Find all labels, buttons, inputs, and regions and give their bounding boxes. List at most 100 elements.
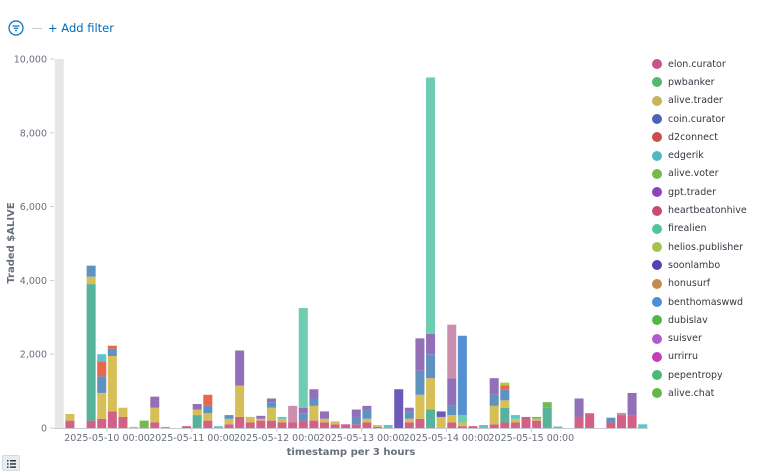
bar-segment-elon-curator[interactable] [118, 416, 128, 428]
bar-segment-alive-trader[interactable] [107, 356, 117, 412]
bar-segment-edgerik[interactable] [277, 416, 287, 419]
legend-item-elon-curator[interactable]: elon.curator [652, 55, 764, 73]
bar-segment-benthomaswwd[interactable] [457, 335, 467, 416]
bar-segment-gpt-trader[interactable] [150, 396, 160, 408]
bar-segment-elon-curator[interactable] [107, 411, 117, 428]
legend-item-pwbanker[interactable]: pwbanker [652, 73, 764, 91]
legend-item-soonlambo[interactable]: soonlambo [652, 256, 764, 274]
bar-segment-elon-curator[interactable] [373, 426, 383, 428]
bar-segment-elon-curator[interactable] [86, 420, 96, 428]
bar-segment-heartbeatonhive[interactable] [447, 324, 457, 379]
bar-segment-pwbanker[interactable] [192, 415, 202, 428]
bar-segment-edgerik[interactable] [213, 426, 223, 428]
legend-item-alive-voter[interactable]: alive.voter [652, 165, 764, 183]
bar-segment-helios-publisher[interactable] [500, 382, 510, 386]
bar-segment-firealien[interactable] [298, 308, 308, 408]
bar-segment-coin-curator[interactable] [447, 405, 457, 416]
bar-segment-elon-curator[interactable] [203, 420, 213, 428]
bar-segment-elon-curator[interactable] [457, 426, 467, 428]
bar-segment-elon-curator[interactable] [277, 422, 287, 428]
bar-segment-d2connect[interactable] [500, 385, 510, 390]
bar-segment-coin-curator[interactable] [309, 398, 319, 406]
bar-segment-gpt-trader[interactable] [319, 411, 329, 419]
legend-item-pepentropy[interactable]: pepentropy [652, 366, 764, 384]
bar-segment-coin-curator[interactable] [203, 405, 213, 414]
bar-segment-gpt-trader[interactable] [266, 398, 276, 403]
bar-segment-gpt-trader[interactable] [447, 378, 457, 406]
bar-segment-gpt-trader[interactable] [362, 405, 372, 410]
legend-item-alive-trader[interactable]: alive.trader [652, 92, 764, 110]
bar-segment-coin-curator[interactable] [404, 411, 414, 419]
bar-segment-coin-curator[interactable] [489, 394, 499, 406]
bar-segment-elon-curator[interactable] [574, 416, 584, 428]
bar-segment-elon-curator[interactable] [97, 418, 107, 428]
legend-item-helios-publisher[interactable]: helios.publisher [652, 238, 764, 256]
bar-segment-alive-trader[interactable] [319, 418, 329, 423]
bar-segment-alive-voter[interactable] [542, 402, 552, 408]
bar-segment-alive-trader[interactable] [277, 418, 287, 423]
bar-segment-elon-curator[interactable] [224, 424, 234, 428]
bar-segment-elon-curator[interactable] [500, 422, 510, 428]
bar-segment-edgerik[interactable] [383, 425, 393, 428]
bar-segment-gpt-trader[interactable] [627, 392, 637, 416]
bar-segment-alive-trader[interactable] [457, 422, 467, 427]
filter-icon[interactable] [8, 20, 24, 36]
bar-segment-coin-curator[interactable] [415, 370, 425, 395]
bar-segment-alive-trader[interactable] [309, 405, 319, 421]
bar-segment-alive-trader[interactable] [266, 407, 276, 421]
bar-segment-gpt-trader[interactable] [574, 398, 584, 417]
bar-segment-edgerik[interactable] [510, 415, 520, 419]
bar-segment-gpt-trader[interactable] [351, 409, 361, 417]
bar-segment-alive-trader[interactable] [532, 418, 542, 421]
bar-segment-elon-curator[interactable] [245, 422, 255, 428]
bar-segment-elon-curator[interactable] [521, 416, 531, 428]
list-icon[interactable] [2, 455, 20, 471]
bar-segment-alive-trader[interactable] [330, 421, 340, 425]
bar-segment-elon-curator[interactable] [627, 415, 637, 428]
legend-item-edgerik[interactable]: edgerik [652, 146, 764, 164]
bar-segment-gpt-trader[interactable] [404, 407, 414, 412]
bar-segment-gpt-trader[interactable] [298, 407, 308, 414]
bar-segment-alive-voter[interactable] [139, 420, 149, 428]
bar-segment-coin-curator[interactable] [362, 409, 372, 419]
bar-segment-edgerik[interactable] [553, 426, 563, 428]
bar-segment-heartbeatonhive[interactable] [160, 426, 170, 428]
bar-segment-coin-curator[interactable] [606, 417, 616, 423]
legend-item-honusurf[interactable]: honusurf [652, 275, 764, 293]
bar-segment-elon-curator[interactable] [298, 420, 308, 428]
bar-segment-coin-curator[interactable] [500, 389, 510, 401]
legend-item-heartbeatonhive[interactable]: heartbeatonhive [652, 201, 764, 219]
bar-segment-alive-trader[interactable] [203, 413, 213, 421]
bar-segment-coin-curator[interactable] [224, 415, 234, 419]
legend-item-alive-chat[interactable]: alive.chat [652, 384, 764, 402]
legend-item-dubislav[interactable]: dubislav [652, 311, 764, 329]
bar-segment-alive-trader[interactable] [256, 418, 266, 421]
bar-segment-alive-trader[interactable] [245, 416, 255, 423]
bar-segment-alive-trader[interactable] [118, 407, 128, 417]
bar-segment-elon-curator[interactable] [415, 418, 425, 428]
bar-segment-edgerik[interactable] [479, 425, 489, 428]
bar-segment-pwbanker[interactable] [500, 407, 510, 423]
bar-segment-coin-curator[interactable] [351, 416, 361, 425]
bar-segment-alive-trader[interactable] [436, 416, 446, 428]
bar-segment-elon-curator[interactable] [341, 424, 351, 428]
bar-segment-alive-trader[interactable] [192, 409, 202, 416]
legend-item-firealien[interactable]: firealien [652, 220, 764, 238]
bar-segment-elon-curator[interactable] [319, 422, 329, 428]
bar-segment-elon-curator[interactable] [585, 413, 595, 428]
bar-segment-gpt-trader[interactable] [235, 350, 245, 386]
bar-segment-gpt-trader[interactable] [309, 389, 319, 399]
bar-segment-alive-trader[interactable] [426, 378, 436, 410]
bar-segment-alive-trader[interactable] [447, 415, 457, 423]
legend-item-d2connect[interactable]: d2connect [652, 128, 764, 146]
bar-segment-elon-curator[interactable] [65, 420, 75, 428]
bar-segment-elon-curator[interactable] [606, 422, 616, 428]
bar-segment-alive-trader[interactable] [500, 400, 510, 408]
bar-segment-elon-curator[interactable] [256, 420, 266, 428]
legend-item-urrirru[interactable]: urrirru [652, 348, 764, 366]
bar-segment-elon-curator[interactable] [616, 415, 626, 428]
bar-segment-edgerik[interactable] [638, 424, 648, 428]
bar-segment-elon-curator[interactable] [404, 422, 414, 428]
bar-segment-gpt-trader[interactable] [489, 378, 499, 395]
bar-segment-elon-curator[interactable] [468, 426, 478, 428]
